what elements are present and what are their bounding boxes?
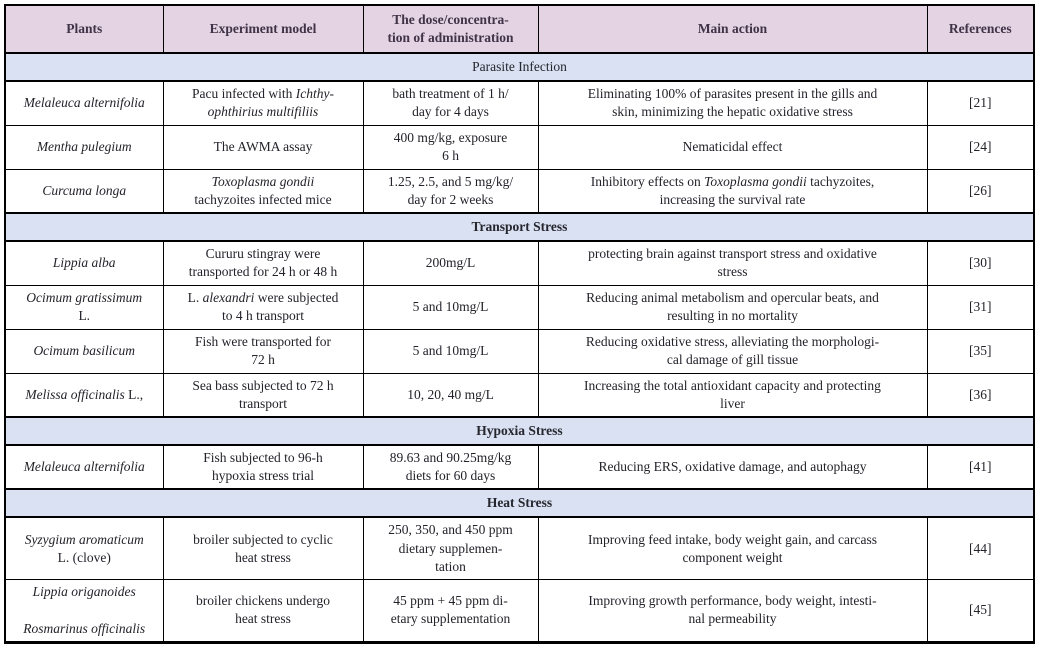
cell-experiment-model: Cururu stingray were transported for 24 h… <box>162 240 364 286</box>
cell-main-action: Eliminating 100% of parasites present in… <box>537 80 928 126</box>
plants-effects-table: Plants Experiment model The dose/concent… <box>4 4 1035 644</box>
cell-plant: Ocimum gratissimum L. <box>4 284 164 330</box>
column-header-references: References <box>926 4 1035 54</box>
cell-reference: [45] <box>926 579 1035 643</box>
column-header-main-action: Main action <box>537 4 928 54</box>
cell-dose: 1.25, 2.5, and 5 mg/kg/day for 2 weeks <box>362 168 539 214</box>
cell-main-action: Increasing the total antioxidant capacit… <box>537 372 928 418</box>
cell-main-action: Reducing animal metabolism and opercular… <box>537 284 928 330</box>
section-row: Transport Stress <box>4 212 1035 242</box>
section-title: Transport Stress <box>4 212 1035 242</box>
cell-main-action: protecting brain against transport stres… <box>537 240 928 286</box>
cell-plant: Mentha pulegium <box>4 124 164 170</box>
cell-plant: Melaleuca alternifolia <box>4 444 164 490</box>
cell-reference: [26] <box>926 168 1035 214</box>
table-row: Lippia alba Cururu stingray were transport… <box>4 240 1035 286</box>
cell-experiment-model: broiler chickens undergo heat stress <box>162 579 364 643</box>
column-header-dose: The dose/concentra-tion of administratio… <box>362 4 539 54</box>
cell-experiment-model: Sea bass subjected to 72 h transport <box>162 372 364 418</box>
section-row: Hypoxia Stress <box>4 416 1035 446</box>
cell-experiment-model: The AWMA assay <box>162 124 364 170</box>
cell-dose: 10, 20, 40 mg/L <box>362 372 539 418</box>
cell-dose: 5 and 10mg/L <box>362 328 539 374</box>
table-row: Ocimum basilicum Fish were transported fo… <box>4 328 1035 374</box>
cell-reference: [21] <box>926 80 1035 126</box>
cell-reference: [24] <box>926 124 1035 170</box>
cell-plant: Syzygium aromaticum L. (clove) <box>4 516 164 581</box>
table-row: Melaleuca alternifolia Fish subjected to … <box>4 444 1035 490</box>
cell-reference: [35] <box>926 328 1035 374</box>
table-row: Syzygium aromaticum L. (clove) broiler sub… <box>4 516 1035 581</box>
cell-plant: Lippia alba <box>4 240 164 286</box>
cell-main-action: Improving growth performance, body weigh… <box>537 579 928 643</box>
cell-experiment-model: Fish were transported for 72 h <box>162 328 364 374</box>
cell-plant: Melissa officinalis L., <box>4 372 164 418</box>
cell-reference: [31] <box>926 284 1035 330</box>
cell-experiment-model: broiler subjected to cyclic heat stress <box>162 516 364 581</box>
cell-dose: 45 ppm + 45 ppm di-etary supplementation <box>362 579 539 643</box>
cell-reference: [30] <box>926 240 1035 286</box>
cell-main-action: Inhibitory effects on Toxoplasma gondii … <box>537 168 928 214</box>
cell-experiment-model: Toxoplasma gondii tachyzoites infected mi… <box>162 168 364 214</box>
header-row: Plants Experiment model The dose/concent… <box>4 4 1035 54</box>
table-row: Lippia origanoides Rosmarinus officinalis… <box>4 579 1035 643</box>
cell-reference: [41] <box>926 444 1035 490</box>
section-row: Parasite Infection <box>4 52 1035 82</box>
cell-dose: 5 and 10mg/L <box>362 284 539 330</box>
section-row: Heat Stress <box>4 488 1035 519</box>
section-title: Parasite Infection <box>4 52 1035 82</box>
cell-dose: 89.63 and 90.25mg/kg diets for 60 days <box>362 444 539 490</box>
section-title: Heat Stress <box>4 488 1035 519</box>
cell-plant: Ocimum basilicum <box>4 328 164 374</box>
cell-main-action: Improving feed intake, body weight gain,… <box>537 516 928 581</box>
cell-dose: 250, 350, and 450 ppm dietary supplemen-t… <box>362 516 539 581</box>
cell-main-action: Reducing ERS, oxidative damage, and auto… <box>537 444 928 490</box>
cell-experiment-model: Pacu infected with Ichthy-ophthirius mul… <box>162 80 364 126</box>
cell-dose: bath treatment of 1 h/day for 4 days <box>362 80 539 126</box>
table-row: Melissa officinalis L., Sea bass subjecte… <box>4 372 1035 418</box>
cell-main-action: Nematicidal effect <box>537 124 928 170</box>
cell-experiment-model: L. alexandri were subjected to 4 h transp… <box>162 284 364 330</box>
table-row: Melaleuca alternifolia Pacu infected with… <box>4 80 1035 126</box>
table-body: Parasite Infection Melaleuca alternifolia… <box>4 52 1035 643</box>
table-row: Curcuma longa Toxoplasma gondii tachyzoite… <box>4 168 1035 214</box>
cell-dose: 200mg/L <box>362 240 539 286</box>
table-header: Plants Experiment model The dose/concent… <box>4 4 1035 54</box>
cell-plant: Melaleuca alternifolia <box>4 80 164 126</box>
cell-plant: Curcuma longa <box>4 168 164 214</box>
cell-experiment-model: Fish subjected to 96-h hypoxia stress tri… <box>162 444 364 490</box>
cell-reference: [44] <box>926 516 1035 581</box>
table-row: Mentha pulegium The AWMA assay 400 mg/kg, … <box>4 124 1035 170</box>
cell-plant: Lippia origanoides Rosmarinus officinalis <box>4 579 164 643</box>
table-row: Ocimum gratissimum L. L. alexandri were su… <box>4 284 1035 330</box>
cell-main-action: Reducing oxidative stress, alleviating t… <box>537 328 928 374</box>
cell-reference: [36] <box>926 372 1035 418</box>
cell-dose: 400 mg/kg, exposure 6 h <box>362 124 539 170</box>
section-title: Hypoxia Stress <box>4 416 1035 446</box>
column-header-plants: Plants <box>4 4 164 54</box>
column-header-experiment-model: Experiment model <box>162 4 364 54</box>
